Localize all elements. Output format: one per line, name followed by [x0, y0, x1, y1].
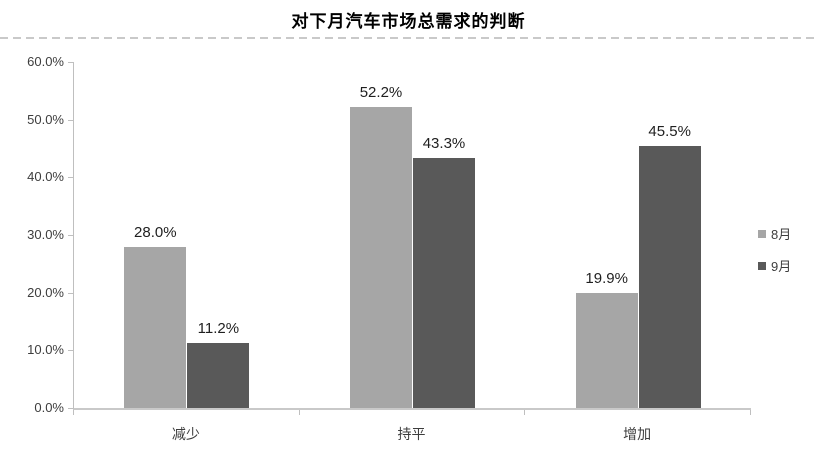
bar-series-1: 52.2% — [349, 84, 412, 408]
bar-series-1: 19.9% — [575, 270, 638, 408]
legend-marker-icon — [758, 261, 766, 270]
y-axis-label: 40.0% — [27, 169, 64, 185]
bar-value-label: 45.5% — [648, 122, 691, 140]
bar-value-label: 43.3% — [422, 135, 466, 153]
legend-marker-icon — [758, 229, 766, 238]
bar-group: 52.2% 43.3% — [300, 62, 526, 408]
legend-label: 8月 — [771, 227, 792, 242]
x-axis-tick — [750, 410, 751, 415]
y-axis-tick — [68, 177, 73, 179]
y-axis-label: 60.0% — [27, 54, 64, 69]
title-divider — [0, 37, 817, 39]
bar-series-2: 11.2% — [187, 320, 250, 408]
bar-series-2: 45.5% — [638, 123, 701, 408]
bar-series-1: 28.0% — [124, 224, 187, 408]
y-axis-label: 20.0% — [27, 284, 64, 300]
y-axis-label: 10.0% — [27, 342, 64, 358]
legend: 8月 9月 — [758, 224, 791, 275]
y-axis-tick — [68, 235, 73, 236]
chart-title: 对下月汽车市场总需求的判断 — [291, 12, 526, 31]
y-axis-label: 30.0% — [27, 227, 64, 242]
y-axis-tick — [68, 408, 73, 409]
bar-group: 19.9% 45.5% — [525, 62, 751, 408]
legend-item-9月: 9月 — [758, 256, 791, 275]
y-axis-tick — [68, 350, 73, 352]
y-axis-tick — [68, 62, 73, 63]
bar-value-label: 11.2% — [197, 320, 240, 338]
y-axis-tick — [68, 292, 73, 294]
x-axis-label: 增加 — [623, 426, 652, 442]
x-axis-label: 持平 — [397, 426, 426, 442]
bar-value-label: 28.0% — [134, 223, 177, 241]
bar-value-label: 52.2% — [359, 83, 403, 101]
x-axis-tick — [73, 410, 74, 415]
x-axis-tick — [298, 410, 300, 415]
y-axis-label: 50.0% — [27, 111, 64, 127]
plot-area: 28.0% 11.2% 52.2% 43.3% 19.9% 45.5% — [73, 62, 751, 410]
legend-label: 9月 — [771, 259, 792, 274]
bar-value-label: 19.9% — [585, 270, 628, 288]
y-axis-tick — [68, 119, 73, 121]
x-axis-tick — [524, 410, 526, 415]
y-axis-label: 0.0% — [34, 400, 64, 415]
bar-group: 28.0% 11.2% — [74, 62, 300, 408]
legend-item-8月: 8月 — [758, 224, 791, 243]
bar-series-2: 43.3% — [412, 135, 475, 408]
x-axis-label: 减少 — [171, 426, 200, 442]
